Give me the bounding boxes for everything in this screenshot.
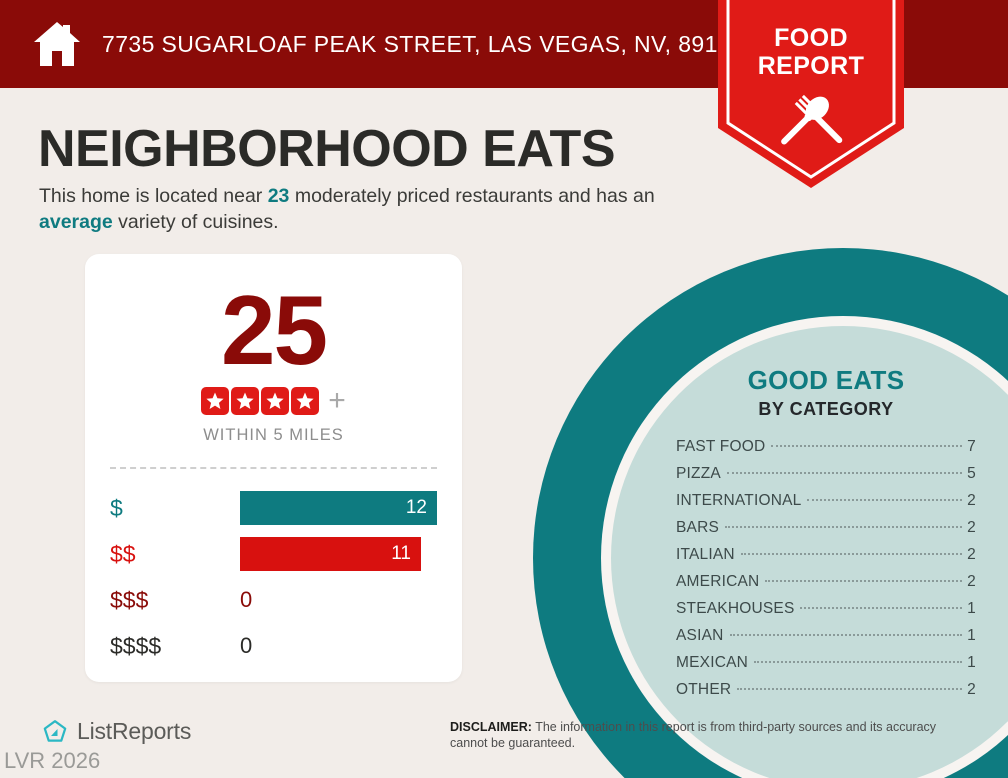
dot-leader [737,688,963,690]
dot-leader [754,661,963,663]
badge-title-line2: REPORT [757,52,865,80]
good-eats-category: FAST FOOD [676,438,766,455]
mls-label: LVR 2026 [4,748,101,773]
good-eats-count: 2 [967,519,976,536]
subtitle-part1: This home is located near [39,185,268,207]
good-eats-category: ITALIAN [676,546,735,563]
good-eats-category: PIZZA [676,465,721,482]
price-tier-label: $$$$ [110,632,162,659]
price-tier-row: $$ 11 [85,531,462,577]
badge-title-line1: FOOD [774,24,848,52]
star-icon [291,387,320,415]
good-eats-count: 1 [967,627,976,644]
star-rating: + [85,386,462,416]
dot-leader [807,499,963,501]
page-title: NEIGHBORHOOD EATS [38,120,616,178]
good-eats-row: INTERNATIONAL 2 [676,492,976,519]
score-card: 25 + WITHIN 5 MILES $12 $$ 11 $$$ 0 $$$$ 0 [85,254,462,682]
card-divider [110,467,437,469]
good-eats-row: ITALIAN 2 [676,546,976,573]
spoon-fork-icon [781,94,843,145]
dot-leader [765,580,963,582]
star-icon [231,387,260,415]
dot-leader [771,445,963,447]
good-eats-count: 2 [967,681,976,698]
good-eats-category: BARS [676,519,720,536]
restaurant-score: 25 [220,275,328,385]
badge-shape [718,0,904,188]
good-eats-row: STEAKHOUSES 1 [676,600,976,627]
page-subtitle: This home is located near 23 moderately … [39,183,699,235]
price-tier-row: $$$ 0 [85,577,462,623]
price-tier-bar: 12 [240,491,437,525]
price-tier-value: 0 [240,587,253,612]
good-eats-category: MEXICAN [676,654,749,671]
good-eats-count: 2 [967,573,976,590]
price-tier-bar: 11 [240,537,421,571]
header-address: 7735 SUGARLOAF PEAK STREET, LAS VEGAS, N… [102,30,745,57]
price-tier-value: 0 [240,633,253,658]
good-eats-row: BARS 2 [676,519,976,546]
price-tier-row: $$$$ 0 [85,623,462,669]
good-eats-category: ASIAN [676,627,724,644]
listreports-logo[interactable]: ListReports [42,718,191,745]
subtitle-restaurant-count: 23 [267,185,290,207]
good-eats-row: PIZZA 5 [676,465,976,492]
listreports-house-logo-icon [43,719,67,742]
star-icon [261,387,290,415]
price-tier-chart: $12 $$ 11 $$$ 0 $$$$ 0 [85,485,462,669]
star-plus-sign: + [328,384,346,417]
price-tier-row: $12 [85,485,462,531]
good-eats-count: 1 [967,600,976,617]
good-eats-category: OTHER [676,681,732,698]
food-report-badge: FOOD REPORT [718,0,904,188]
good-eats-count: 2 [967,492,976,509]
price-tier-label: $ [110,494,123,521]
good-eats-row: MEXICAN 1 [676,654,976,681]
good-eats-category: AMERICAN [676,573,760,590]
good-eats-category: INTERNATIONAL [676,492,802,509]
dot-leader [725,526,963,528]
subtitle-part3: variety of cuisines. [112,211,279,233]
dot-leader [800,607,963,609]
good-eats-count: 1 [967,654,976,671]
good-eats-count: 5 [967,465,976,482]
disclaimer: DISCLAIMER: The information in this repo… [450,719,970,751]
good-eats-row: OTHER 2 [676,681,976,708]
subtitle-part2: moderately priced restaurants and has an [289,185,655,207]
price-tier-label: $$$ [110,586,149,613]
good-eats-category: STEAKHOUSES [676,600,795,617]
good-eats-row: FAST FOOD 7 [676,438,976,465]
dot-leader [726,472,963,474]
good-eats-panel: GOOD EATS BY CATEGORY FAST FOOD 7 PIZZA 5 IN… [676,365,976,708]
good-eats-row: AMERICAN 2 [676,573,976,600]
good-eats-count: 7 [967,438,976,455]
within-radius-label: WITHIN 5 MILES [203,426,344,444]
dot-leader [729,634,963,636]
subtitle-variety: average [39,211,113,233]
star-icon [201,387,230,415]
good-eats-title: GOOD EATS [747,365,905,395]
good-eats-row: ASIAN 1 [676,627,976,654]
disclaimer-label: DISCLAIMER: [450,720,532,734]
badge-title: FOOD REPORT [718,24,904,80]
listreports-brand-name: ListReports [77,718,192,744]
good-eats-subtitle: BY CATEGORY [758,399,894,419]
good-eats-list: FAST FOOD 7 PIZZA 5 INTERNATIONAL 2 BARS 2 ITALI… [676,438,976,708]
dot-leader [740,553,963,555]
good-eats-count: 2 [967,546,976,563]
price-tier-label: $$ [110,540,136,567]
house-icon [34,22,80,66]
